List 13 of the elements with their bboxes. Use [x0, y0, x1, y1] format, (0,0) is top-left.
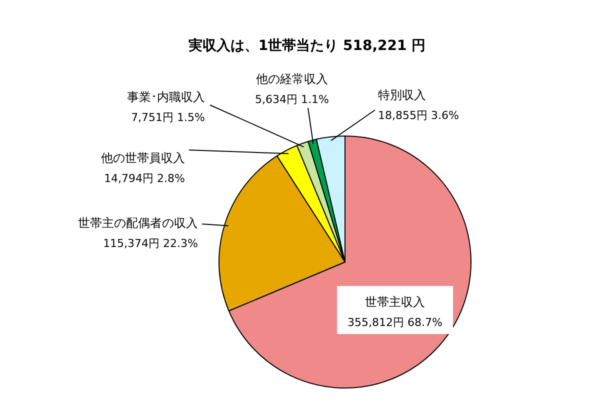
- slice-label: 世帯主の配偶者の収入: [78, 216, 198, 230]
- data-label: 5,634円 1.1%: [255, 93, 329, 106]
- slice-label: 世帯主収入: [365, 295, 425, 309]
- slice-label: 事業･内職収入: [127, 90, 205, 104]
- slice-label: 他の経常収入: [256, 72, 328, 86]
- data-label: 18,855円 3.6%: [378, 109, 459, 122]
- data-label: 7,751円 1.5%: [131, 111, 205, 124]
- chart-title: 実収入は、1世帯当たり 518,221 円: [188, 37, 426, 54]
- data-label: 355,812円 68.7%: [348, 316, 442, 329]
- slice-label: 特別収入: [378, 88, 426, 102]
- slice-label: 他の世帯員収入: [101, 151, 185, 165]
- data-label: 14,794円 2.8%: [104, 172, 185, 185]
- data-label: 115,374円 22.3%: [103, 237, 198, 250]
